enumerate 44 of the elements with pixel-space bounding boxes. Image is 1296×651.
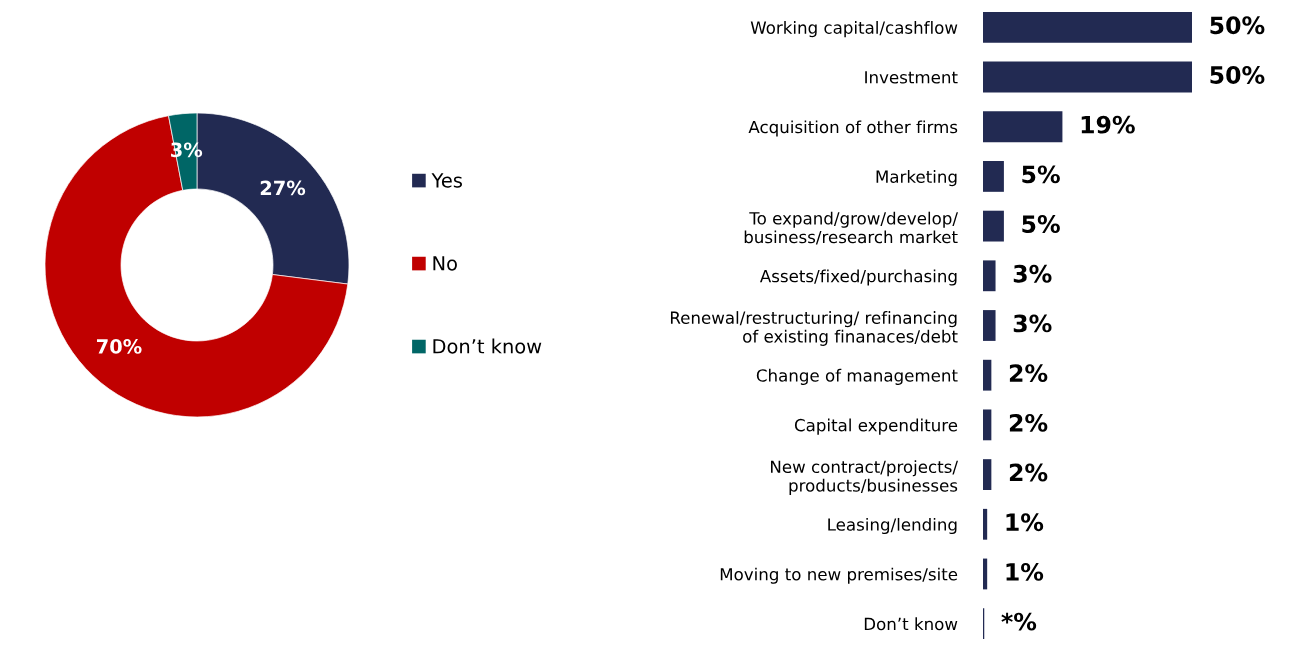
data-label: 27% [260,180,306,196]
data-label: 2% [1009,364,1048,383]
legend-label: Don’t know [433,338,542,354]
bar [983,508,988,540]
bar [983,210,1004,242]
y-tick-label: Moving to new premises/site [720,567,958,584]
data-label: 1% [1006,562,1044,581]
bar [983,111,1063,143]
y-tick-label: Assets/fixed/purchasing [759,269,957,286]
data-label: 19% [1081,115,1135,134]
y-tick-label: Change of management [756,368,958,385]
y-tick-label: Acquisition of other firms [748,120,958,137]
data-label: 5% [1022,215,1060,233]
data-label: 2% [1009,463,1048,482]
data-label: 70% [96,339,142,354]
y-tick-label: Marketing [876,170,957,187]
legend-label: No [433,256,457,271]
y-tick-label: Working capital/cashflow [750,21,958,38]
data-label: 3% [1013,314,1052,333]
y-tick-label: New contract/projects/ products/businesses [771,460,958,495]
bar [983,409,992,441]
bar [983,459,992,490]
y-tick-label: To expand/grow/develop/ business/research market [744,211,958,245]
y-tick-label: Capital expenditure [794,418,958,435]
bar [983,359,992,391]
data-label: *% [1001,612,1037,631]
bar [983,161,1004,192]
data-label: 50% [1210,16,1265,35]
legend-label: Yes [431,173,462,188]
data-label: 1% [1006,513,1044,532]
bar [983,260,996,292]
data-label: 3% [1013,264,1052,283]
bar [983,310,996,341]
data-label: 5% [1022,165,1060,184]
y-tick-label: Don’t know [864,617,958,631]
donut-slice [44,115,349,418]
bar [983,558,988,590]
data-label: 50% [1210,66,1265,84]
data-label: 2% [1009,413,1048,432]
y-tick-label: Investment [865,71,958,84]
bar [983,11,1192,43]
bar [983,61,1192,93]
y-tick-label: Renewal/restructuring/ refinancing of existing finanaces/debt [670,311,958,346]
y-tick-label: Leasing/lending [828,517,957,535]
